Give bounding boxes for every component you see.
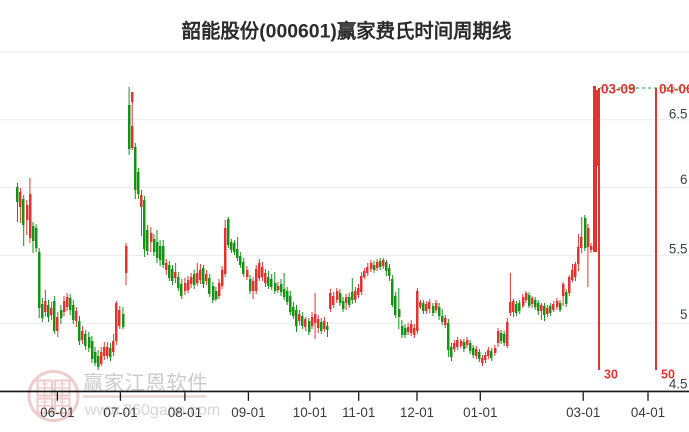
- svg-text:04-01: 04-01: [631, 405, 665, 420]
- svg-text:30: 30: [604, 368, 618, 382]
- svg-text:12-01: 12-01: [400, 405, 434, 420]
- svg-text:4.5: 4.5: [669, 377, 688, 392]
- svg-text:6: 6: [680, 172, 687, 187]
- svg-text:www.360gann.com: www.360gann.com: [84, 402, 220, 419]
- svg-text:5: 5: [680, 307, 687, 322]
- svg-text:11-01: 11-01: [342, 405, 375, 420]
- svg-text:韶能股份(000601)赢家费氏时间周期线: 韶能股份(000601)赢家费氏时间周期线: [182, 20, 512, 43]
- svg-text:01-01: 01-01: [463, 405, 497, 420]
- svg-text:03-01: 03-01: [566, 405, 600, 420]
- svg-text:5.5: 5.5: [669, 242, 688, 257]
- svg-text:08-01: 08-01: [168, 405, 202, 420]
- svg-text:07-01: 07-01: [103, 405, 137, 420]
- svg-text:6.5: 6.5: [669, 107, 688, 122]
- svg-text:50: 50: [661, 368, 675, 382]
- svg-text:10-01: 10-01: [293, 405, 327, 420]
- svg-text:09-01: 09-01: [231, 405, 265, 420]
- svg-text:06-01: 06-01: [40, 405, 74, 420]
- svg-text:赢家江恩软件: 赢家江恩软件: [83, 372, 208, 395]
- svg-text:04-06: 04-06: [659, 82, 689, 97]
- svg-text:03-09: 03-09: [601, 82, 636, 97]
